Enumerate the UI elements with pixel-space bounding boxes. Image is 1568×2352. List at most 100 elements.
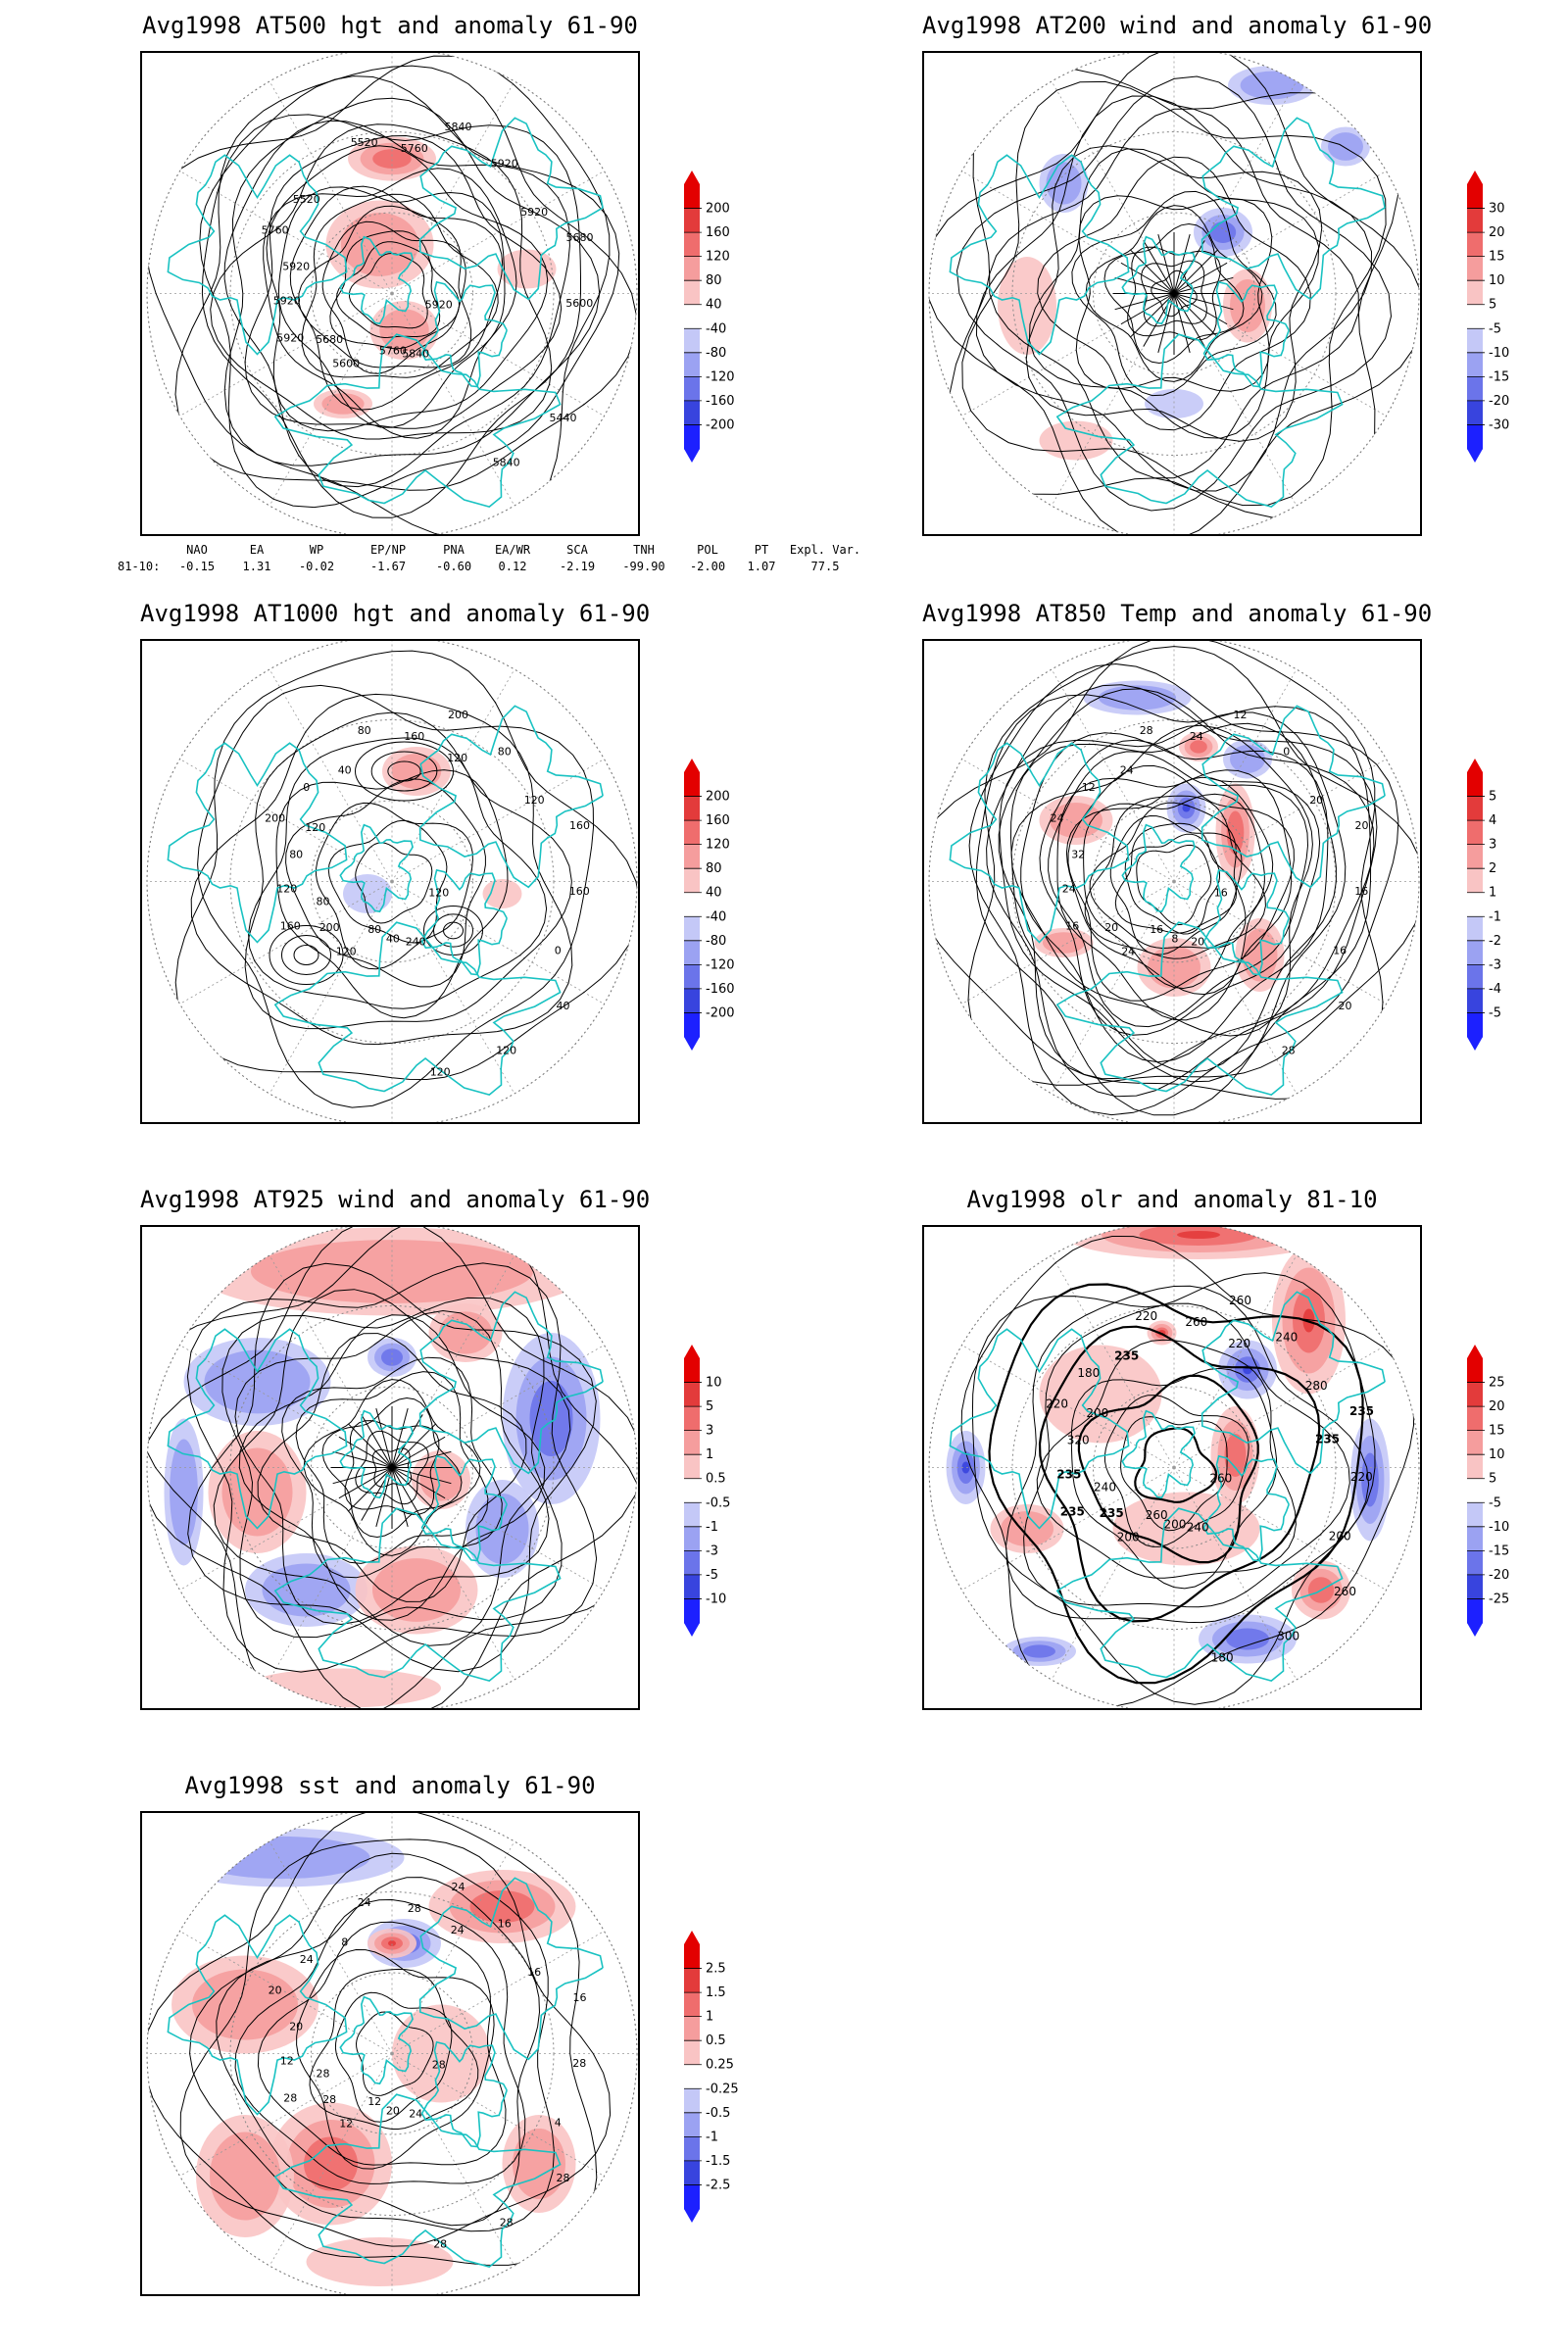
colorbar-tick-label: 30 (1489, 202, 1505, 217)
colorbar-segment (684, 988, 700, 1013)
colorbar-tick-label: 0.5 (706, 1472, 726, 1487)
colorbar-segment (1467, 352, 1483, 377)
contour-label: 40 (386, 933, 400, 946)
anomaly-patch (221, 1447, 293, 1537)
contour-label: 16 (527, 1966, 541, 1979)
colorbar-segment (684, 916, 700, 942)
colorbar-segment (684, 772, 700, 798)
colorbar-segment (1467, 868, 1483, 894)
coastlines (167, 705, 604, 1096)
contour-label: 24 (1120, 764, 1134, 777)
colorbar-tick-label: -40 (706, 909, 726, 924)
contour-label: 5680 (566, 231, 594, 244)
colorbar-segment (1467, 916, 1483, 942)
colorbar-segment (1467, 1382, 1483, 1407)
anomaly-patch (381, 1348, 403, 1366)
contour-label: 24 (1190, 730, 1203, 743)
anomaly-patch (1177, 1231, 1220, 1239)
colorbar-segment (1467, 820, 1483, 846)
contour-label: 220 (1350, 1470, 1373, 1484)
teleconnection-header: PT (754, 543, 769, 557)
contour-label: 5760 (401, 142, 428, 155)
colorbar-segment (684, 2112, 700, 2137)
contour-label: 8 (341, 1936, 348, 1949)
contour-label: 5840 (402, 347, 429, 360)
colorbar-tick-label: 10 (706, 1376, 722, 1391)
colorbar-at200: 30 20 15 10 5 -5 -10 -15 -20 -30 (1463, 171, 1532, 478)
colorbar-tick-label: -1 (1489, 909, 1501, 924)
colorbar-tick-label: 120 (706, 838, 730, 853)
colorbar-segment (684, 424, 700, 450)
contour-label: 80 (498, 746, 512, 759)
contour-label: 5600 (565, 297, 593, 310)
contour-label: 28 (1282, 1044, 1296, 1056)
contour-label: 0 (555, 945, 562, 957)
colorbar-tick-label: 2.5 (706, 1962, 726, 1977)
colorbar-tick-label: 3 (706, 1424, 713, 1439)
contour-label: 160 (569, 819, 590, 832)
contour-label: 24 (358, 1896, 371, 1909)
colorbar-segment (684, 1454, 700, 1480)
colorbar-segment (1467, 796, 1483, 821)
contour-label: 5680 (316, 333, 343, 346)
teleconnection-value: -0.02 (298, 560, 335, 573)
colorbar-tick-label: -160 (706, 982, 735, 997)
colorbar-segment (684, 304, 700, 329)
colorbar-tick-label: 80 (706, 861, 722, 876)
teleconnection-value: -2.19 (559, 560, 596, 573)
colorbar-segment (684, 2088, 700, 2114)
contour-label: 120 (336, 946, 357, 958)
contour-label: 160 (280, 920, 301, 933)
colorbar-segment (684, 232, 700, 258)
colorbar-tick-label: 5 (1489, 790, 1496, 805)
colorbar-segment (684, 1550, 700, 1576)
colorbar-segment (1467, 844, 1483, 869)
anomaly-patch (192, 1969, 298, 2040)
colorbar-sst: 2.5 1.5 1 0.5 0.25 -0.25 -0.5 -1 -1.5 -2.5 (680, 1931, 749, 2238)
map-frame-at200 (922, 51, 1422, 536)
colorbar-tick-label: 2 (1489, 861, 1496, 876)
teleconnection-header: POL (697, 543, 718, 557)
colorbar-segment (684, 868, 700, 894)
colorbar-segment (684, 940, 700, 965)
colorbar-tick-label: -5 (1489, 321, 1501, 336)
colorbar-segment (1467, 988, 1483, 1013)
colorbar-tick-label: -1 (706, 2130, 718, 2144)
colorbar-tick-label: 40 (706, 886, 722, 901)
colorbar-segment (684, 1992, 700, 2018)
contour-label: 5760 (379, 345, 407, 358)
panel-title-at1000: Avg1998 AT1000 hgt and anomaly 61-90 (140, 600, 651, 627)
contour-label: 8 (1171, 933, 1178, 946)
contour-label: 220 (1135, 1309, 1157, 1323)
colorbar-segment (684, 892, 700, 917)
colorbar-tick-label: 20 (1489, 225, 1505, 240)
colorbar-tick-label: -20 (1489, 1568, 1509, 1583)
contour-label: 40 (557, 1000, 570, 1012)
panel-title-sst: Avg1998 sst and anomaly 61-90 (184, 1772, 596, 1799)
colorbar-tick-label: -15 (1489, 1544, 1509, 1558)
colorbar-segment (684, 1598, 700, 1624)
teleconnection-header: NAO (186, 543, 208, 557)
colorbar-tick-label: -30 (1489, 417, 1509, 432)
contour-label: 24 (452, 1881, 466, 1893)
anomaly-patch (372, 1558, 461, 1622)
colorbar-tick-label: 1.5 (706, 1985, 726, 2000)
contour-label: 24 (409, 2107, 422, 2120)
teleconnection-value: -0.15 (178, 560, 216, 573)
contour-label: 16 (1333, 945, 1347, 957)
contour-label: 180 (1211, 1651, 1234, 1665)
anomaly-patch (1361, 1452, 1379, 1507)
contour-label: 20 (386, 2105, 400, 2118)
contour-label: 0 (1283, 746, 1290, 759)
contour-label: 200 (319, 921, 340, 934)
colorbar-at1000: 200 160 120 80 40 -40 -80 -120 -160 -200 (680, 759, 749, 1066)
contour-label: 240 (1094, 1481, 1116, 1494)
contour-label: 120 (430, 1066, 451, 1079)
anomaly-patch (1023, 1644, 1055, 1658)
coastlines (167, 1291, 604, 1682)
teleconnection-value: 77.5 (810, 560, 840, 573)
contour-label: 120 (428, 886, 449, 899)
contour-label: 240 (406, 935, 426, 948)
colorbar-tick-label: -5 (1489, 1005, 1501, 1020)
contour-label: 200 (1086, 1406, 1108, 1420)
